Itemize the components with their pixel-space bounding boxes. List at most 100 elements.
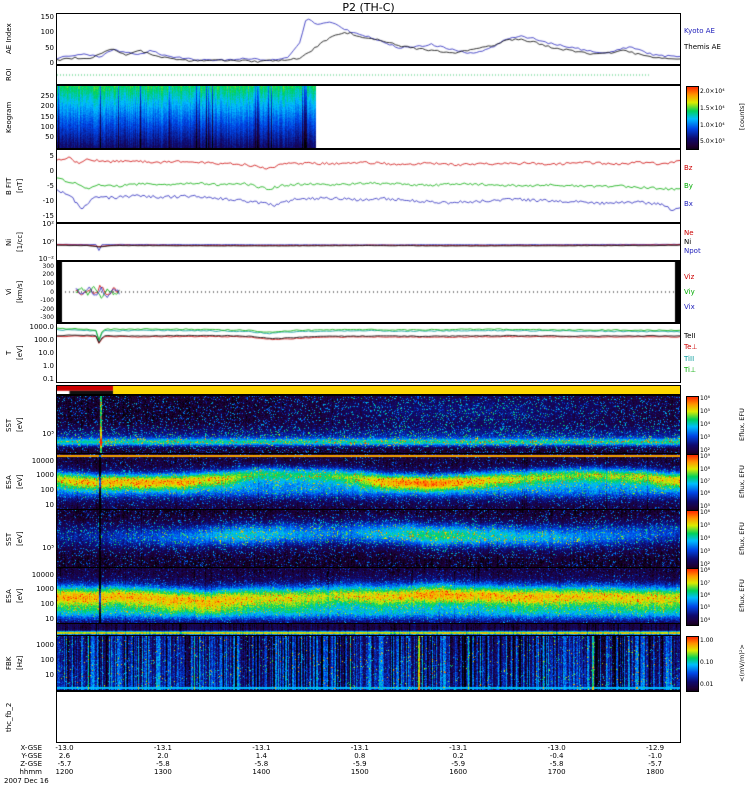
panel-bfit-ytick: -15 (42, 211, 54, 220)
panel-fbk-ytick: 10 (45, 670, 54, 679)
panel-vi-ytick: 0 (50, 288, 54, 296)
panel-keogram-axis-label: Keogram (5, 101, 13, 133)
panel-ni (56, 223, 681, 261)
panel-sst_i-cbtick: 10² (700, 560, 711, 568)
panel-sst_i-axis-label: SST (5, 532, 13, 546)
panel-ae-legend-Kyoto AE: Kyoto AE (684, 26, 715, 35)
panel-ni-ytick: 10⁰ (42, 237, 54, 246)
panel-keogram-cbtick: 5.0×10³ (700, 138, 725, 146)
panel-ae-ytick: 0 (49, 59, 54, 67)
panel-bfit-axis-unit: [nT] (16, 178, 24, 194)
eph-value-Z-GSE-0: -5.7 (57, 760, 72, 768)
eph-value-Z-GSE-2: -5.8 (254, 760, 269, 768)
panel-roi-plot (57, 66, 680, 84)
plot-title: P2 (TH-C) (342, 1, 395, 14)
panel-sst_i-plot (57, 510, 680, 568)
eph-value-hhmm-2: 1400 (252, 768, 271, 776)
panel-fb2 (56, 691, 681, 743)
panel-sst_i-cbtick: 10⁵ (700, 522, 711, 530)
eph-value-hhmm-4: 1600 (449, 768, 468, 776)
panel-bfit (56, 149, 681, 223)
eph-value-Y-GSE-1: 2.0 (157, 752, 169, 760)
panel-esa_i-axis-label: ESA (5, 589, 13, 603)
panel-esa_e-ytick: 100 (40, 486, 54, 495)
eph-value-hhmm-6: 1800 (646, 768, 664, 776)
panel-vi-legend-Viy: Viy (684, 288, 695, 296)
eph-value-hhmm-1: 1300 (153, 768, 172, 776)
panel-sst_e-cbtick: 10⁶ (700, 395, 711, 403)
date-label: 2007 Dec 16 (4, 777, 49, 785)
panel-esa_i-cbtick: 10⁸ (700, 567, 711, 575)
eph-value-Z-GSE-5: -5.8 (549, 760, 564, 768)
panel-sst_i-cbtick: 10³ (700, 547, 711, 555)
panel-esa_e-colorbar (686, 454, 699, 512)
panel-esa_i-cbtick: 10⁴ (700, 616, 711, 624)
panel-bfit-ytick: -10 (42, 196, 54, 205)
panel-sst_i (56, 509, 681, 569)
panel-keogram-cbtick: 2.0×10⁴ (700, 88, 725, 96)
panel-bfit-axis-label: B FIT (5, 177, 13, 195)
panel-keogram-ytick: 200 (40, 102, 54, 111)
panel-temp-legend-TiII: TiII (684, 354, 695, 363)
panel-sst_e-cbtick: 10³ (700, 433, 711, 441)
panel-potbar-plot (57, 624, 680, 636)
eph-value-Y-GSE-2: 1.4 (255, 752, 267, 760)
panel-fb2-plot (57, 692, 680, 742)
panel-sst_e-axis-unit: [eV] (16, 417, 24, 433)
panel-sst_e-ytick: 10⁵ (42, 429, 54, 438)
eph-value-Y-GSE-3: 0.8 (354, 752, 366, 760)
panel-vi-legend-Vix: Vix (684, 303, 695, 311)
panel-vi-plot (57, 262, 680, 322)
panel-sst_e-plot (57, 396, 680, 454)
panel-ae-ytick: 100 (40, 28, 54, 37)
panel-ni-ytick: 10⁻² (38, 255, 54, 263)
panel-esa_i (56, 567, 681, 625)
panel-ni-plot (57, 224, 680, 260)
panel-bfit-ytick: -5 (47, 181, 54, 190)
panel-keogram-cbtick: 1.0×10⁴ (700, 121, 725, 129)
eph-value-Y-GSE-5: -0.4 (549, 752, 564, 760)
panel-ae-legend-Themis AE: Themis AE (684, 43, 721, 52)
panel-esa_e-cbtick: 10⁶ (700, 490, 711, 498)
panel-bfit-legend-By: By (684, 182, 693, 190)
panel-fbk-axis-unit: [Hz] (16, 655, 24, 671)
panel-sst_e-cb-unit: Eflux, EFU (738, 408, 746, 442)
panel-temp-legend-Te⊥: Te⊥ (684, 343, 698, 352)
panel-vi-axis-unit: [km/s] (16, 280, 24, 304)
panel-fbk (56, 635, 681, 691)
panel-vi-ytick: 200 (42, 271, 54, 279)
eph-value-X-GSE-4: -13.1 (449, 744, 468, 752)
panel-ae (56, 13, 681, 65)
panel-esa_e-ytick: 10000 (31, 456, 54, 465)
panel-roi-axis-label: ROI (5, 68, 13, 82)
panel-flag-plot (57, 386, 680, 394)
panel-sst_e-cbtick: 10⁵ (700, 408, 711, 416)
eph-value-Y-GSE-4: 0.2 (452, 752, 464, 760)
eph-value-hhmm-5: 1700 (547, 768, 566, 776)
panel-esa_i-plot (57, 568, 680, 624)
panel-fbk-ytick: 100 (40, 655, 54, 664)
panel-temp (56, 323, 681, 383)
panel-sst_i-ytick: 10⁵ (42, 543, 54, 552)
panel-bfit-ytick: 0 (49, 166, 54, 175)
panel-ni-legend-Npot: Npot (684, 247, 701, 255)
panel-esa_i-ytick: 1000 (36, 585, 54, 594)
panel-ae-ytick: 50 (45, 43, 54, 52)
eph-value-X-GSE-2: -13.1 (252, 744, 271, 752)
panel-fbk-colorbar (686, 636, 699, 692)
panel-fbk-cbtick: 0.01 (700, 680, 714, 688)
panel-esa_i-ytick: 10000 (31, 570, 54, 579)
panel-vi-ytick: -100 (40, 297, 54, 305)
panel-vi-ytick: -300 (40, 314, 54, 322)
panel-fbk-cbtick: 0.10 (700, 659, 714, 666)
panel-temp-ytick: 1.0 (42, 362, 54, 371)
panel-fbk-cb-unit: <(mV/m)²> (738, 644, 746, 682)
panel-esa_i-cbtick: 10⁶ (700, 592, 711, 599)
panel-keogram-ytick: 100 (40, 122, 54, 131)
panel-esa_i-cbtick: 10⁵ (700, 604, 711, 612)
eph-value-Z-GSE-6: -5.7 (648, 760, 662, 768)
panel-vi-ytick: -200 (40, 305, 54, 313)
panel-esa_e-ytick: 1000 (36, 471, 54, 480)
panel-vi (56, 261, 681, 323)
panel-esa_i-cbtick: 10⁷ (700, 579, 711, 587)
